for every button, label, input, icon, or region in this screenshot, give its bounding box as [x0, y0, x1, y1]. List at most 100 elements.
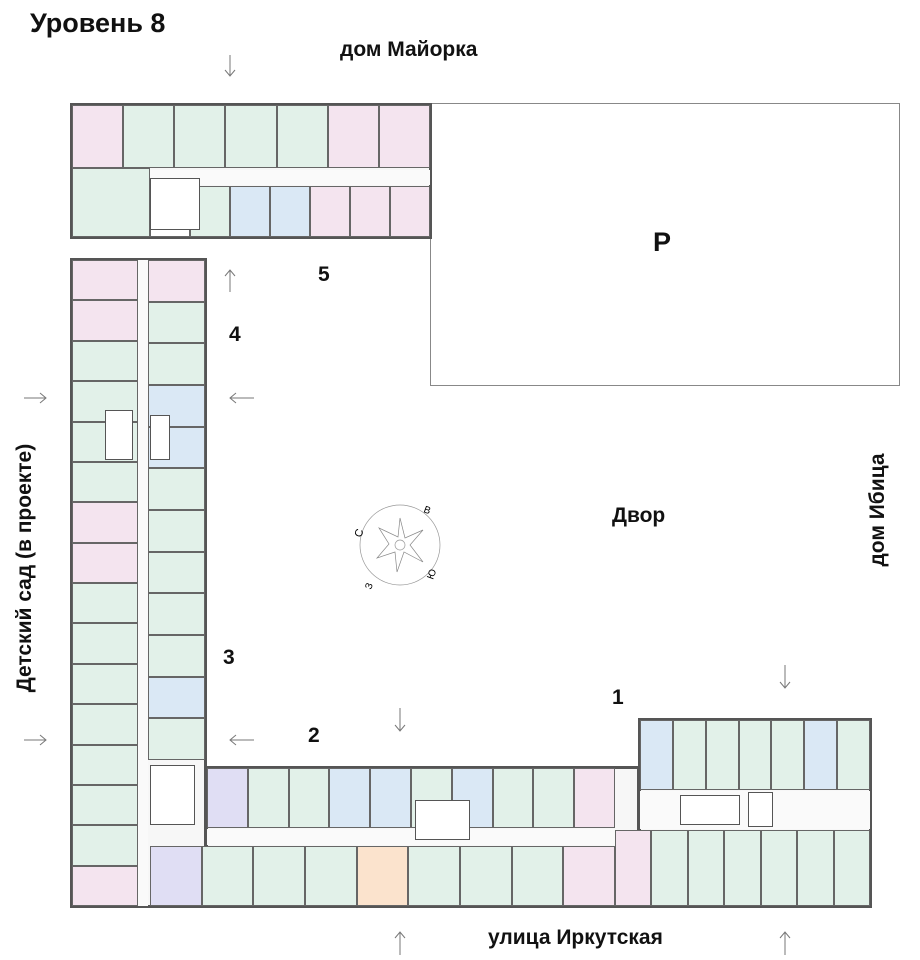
apartment-unit — [329, 768, 371, 828]
arrow-down-icon — [779, 665, 791, 689]
apartment-unit — [201, 846, 254, 906]
apartment-unit — [651, 830, 688, 906]
apartment-unit — [72, 744, 138, 785]
compass-west: З — [363, 582, 375, 590]
arrow-up-icon — [394, 931, 406, 955]
apartment-unit — [225, 105, 277, 168]
arrow-up-icon — [779, 931, 791, 955]
apartment-unit — [150, 846, 202, 906]
apartment-unit — [148, 593, 205, 635]
apartment-unit — [247, 768, 289, 828]
apartment-unit — [574, 768, 615, 828]
apartment-unit — [771, 720, 805, 790]
apartment-unit — [533, 768, 575, 828]
apartment-unit — [797, 830, 834, 906]
apartment-unit — [460, 846, 512, 906]
courtyard-label: Двор — [612, 504, 666, 527]
page-title: Уровень 8 — [30, 8, 166, 38]
apartment-unit — [148, 385, 205, 427]
apartment-unit — [207, 768, 248, 828]
apartment-unit — [148, 301, 205, 344]
apartment-unit — [327, 105, 379, 168]
apartment-unit — [148, 676, 205, 719]
compass-rose-icon: С В Ю З — [355, 504, 441, 590]
apartment-unit — [408, 846, 460, 906]
elevator-stair-core — [150, 415, 170, 460]
apartment-unit — [72, 340, 138, 382]
apartment-unit — [72, 825, 138, 866]
apartment-unit — [705, 720, 739, 790]
label-street: улица Иркутская — [488, 926, 663, 949]
apartment-unit — [724, 830, 761, 906]
corridor — [207, 829, 615, 845]
apartment-unit — [390, 186, 430, 237]
section-number-4: 4 — [229, 323, 241, 346]
parking-label: P — [653, 227, 672, 257]
apartment-unit — [378, 105, 430, 168]
apartment-unit — [72, 623, 138, 664]
apartment-unit — [230, 186, 270, 237]
arrow-right-icon — [24, 734, 47, 746]
elevator-stair-core — [105, 410, 133, 460]
apartment-unit — [305, 846, 357, 906]
corridor — [150, 170, 430, 185]
apartment-unit — [738, 720, 772, 790]
apartment-unit — [72, 502, 138, 543]
elevator-stair-core — [150, 178, 200, 230]
apartment-unit — [148, 260, 205, 302]
apartment-unit — [148, 510, 205, 552]
apartment-unit — [276, 105, 328, 168]
compass-north: С — [355, 527, 367, 539]
apartment-unit — [72, 865, 138, 906]
apartment-unit — [760, 830, 798, 906]
arrow-down-icon — [394, 708, 406, 732]
arrow-down-icon — [224, 55, 236, 77]
apartment-unit — [148, 468, 205, 510]
apartment-unit — [511, 846, 564, 906]
apartment-unit — [492, 768, 534, 828]
apartment-unit — [270, 186, 310, 237]
parking-area: P — [430, 103, 900, 386]
arrow-left-icon — [229, 392, 254, 404]
apartment-unit — [72, 300, 138, 341]
apartment-unit — [837, 720, 870, 790]
section-number-5: 5 — [318, 263, 330, 286]
apartment-unit — [148, 551, 205, 594]
apartment-unit — [72, 704, 138, 745]
apartment-unit — [253, 846, 305, 906]
arrow-up-icon — [224, 269, 236, 292]
apartment-unit — [310, 186, 350, 237]
section-number-1: 1 — [612, 686, 624, 709]
arrow-left-icon — [229, 734, 254, 746]
section-number-2: 2 — [308, 724, 320, 747]
apartment-unit — [563, 846, 615, 906]
apartment-unit — [350, 186, 390, 237]
apartment-unit — [72, 583, 138, 624]
apartment-unit — [370, 768, 411, 828]
section-number-3: 3 — [223, 646, 235, 669]
apartment-unit — [148, 718, 205, 760]
apartment-unit — [72, 461, 138, 503]
apartment-unit — [833, 830, 870, 906]
elevator-stair-core — [415, 800, 470, 840]
corridor — [138, 260, 148, 906]
elevator-stair-core — [150, 765, 195, 825]
apartment-unit — [687, 830, 725, 906]
apartment-unit — [356, 846, 409, 906]
apartment-unit — [72, 663, 138, 705]
arrow-right-icon — [24, 392, 47, 404]
apartment-unit — [672, 720, 706, 790]
label-north-building: дом Майорка — [340, 38, 478, 61]
apartment-unit — [288, 768, 330, 828]
compass-south: Ю — [425, 568, 439, 581]
apartment-unit — [72, 784, 138, 826]
apartment-unit — [72, 168, 150, 237]
apartment-unit — [123, 105, 175, 168]
apartment-unit — [72, 542, 138, 583]
apartment-unit — [72, 260, 138, 301]
apartment-unit — [804, 720, 838, 790]
apartment-unit — [174, 105, 226, 168]
apartment-unit — [640, 720, 673, 790]
